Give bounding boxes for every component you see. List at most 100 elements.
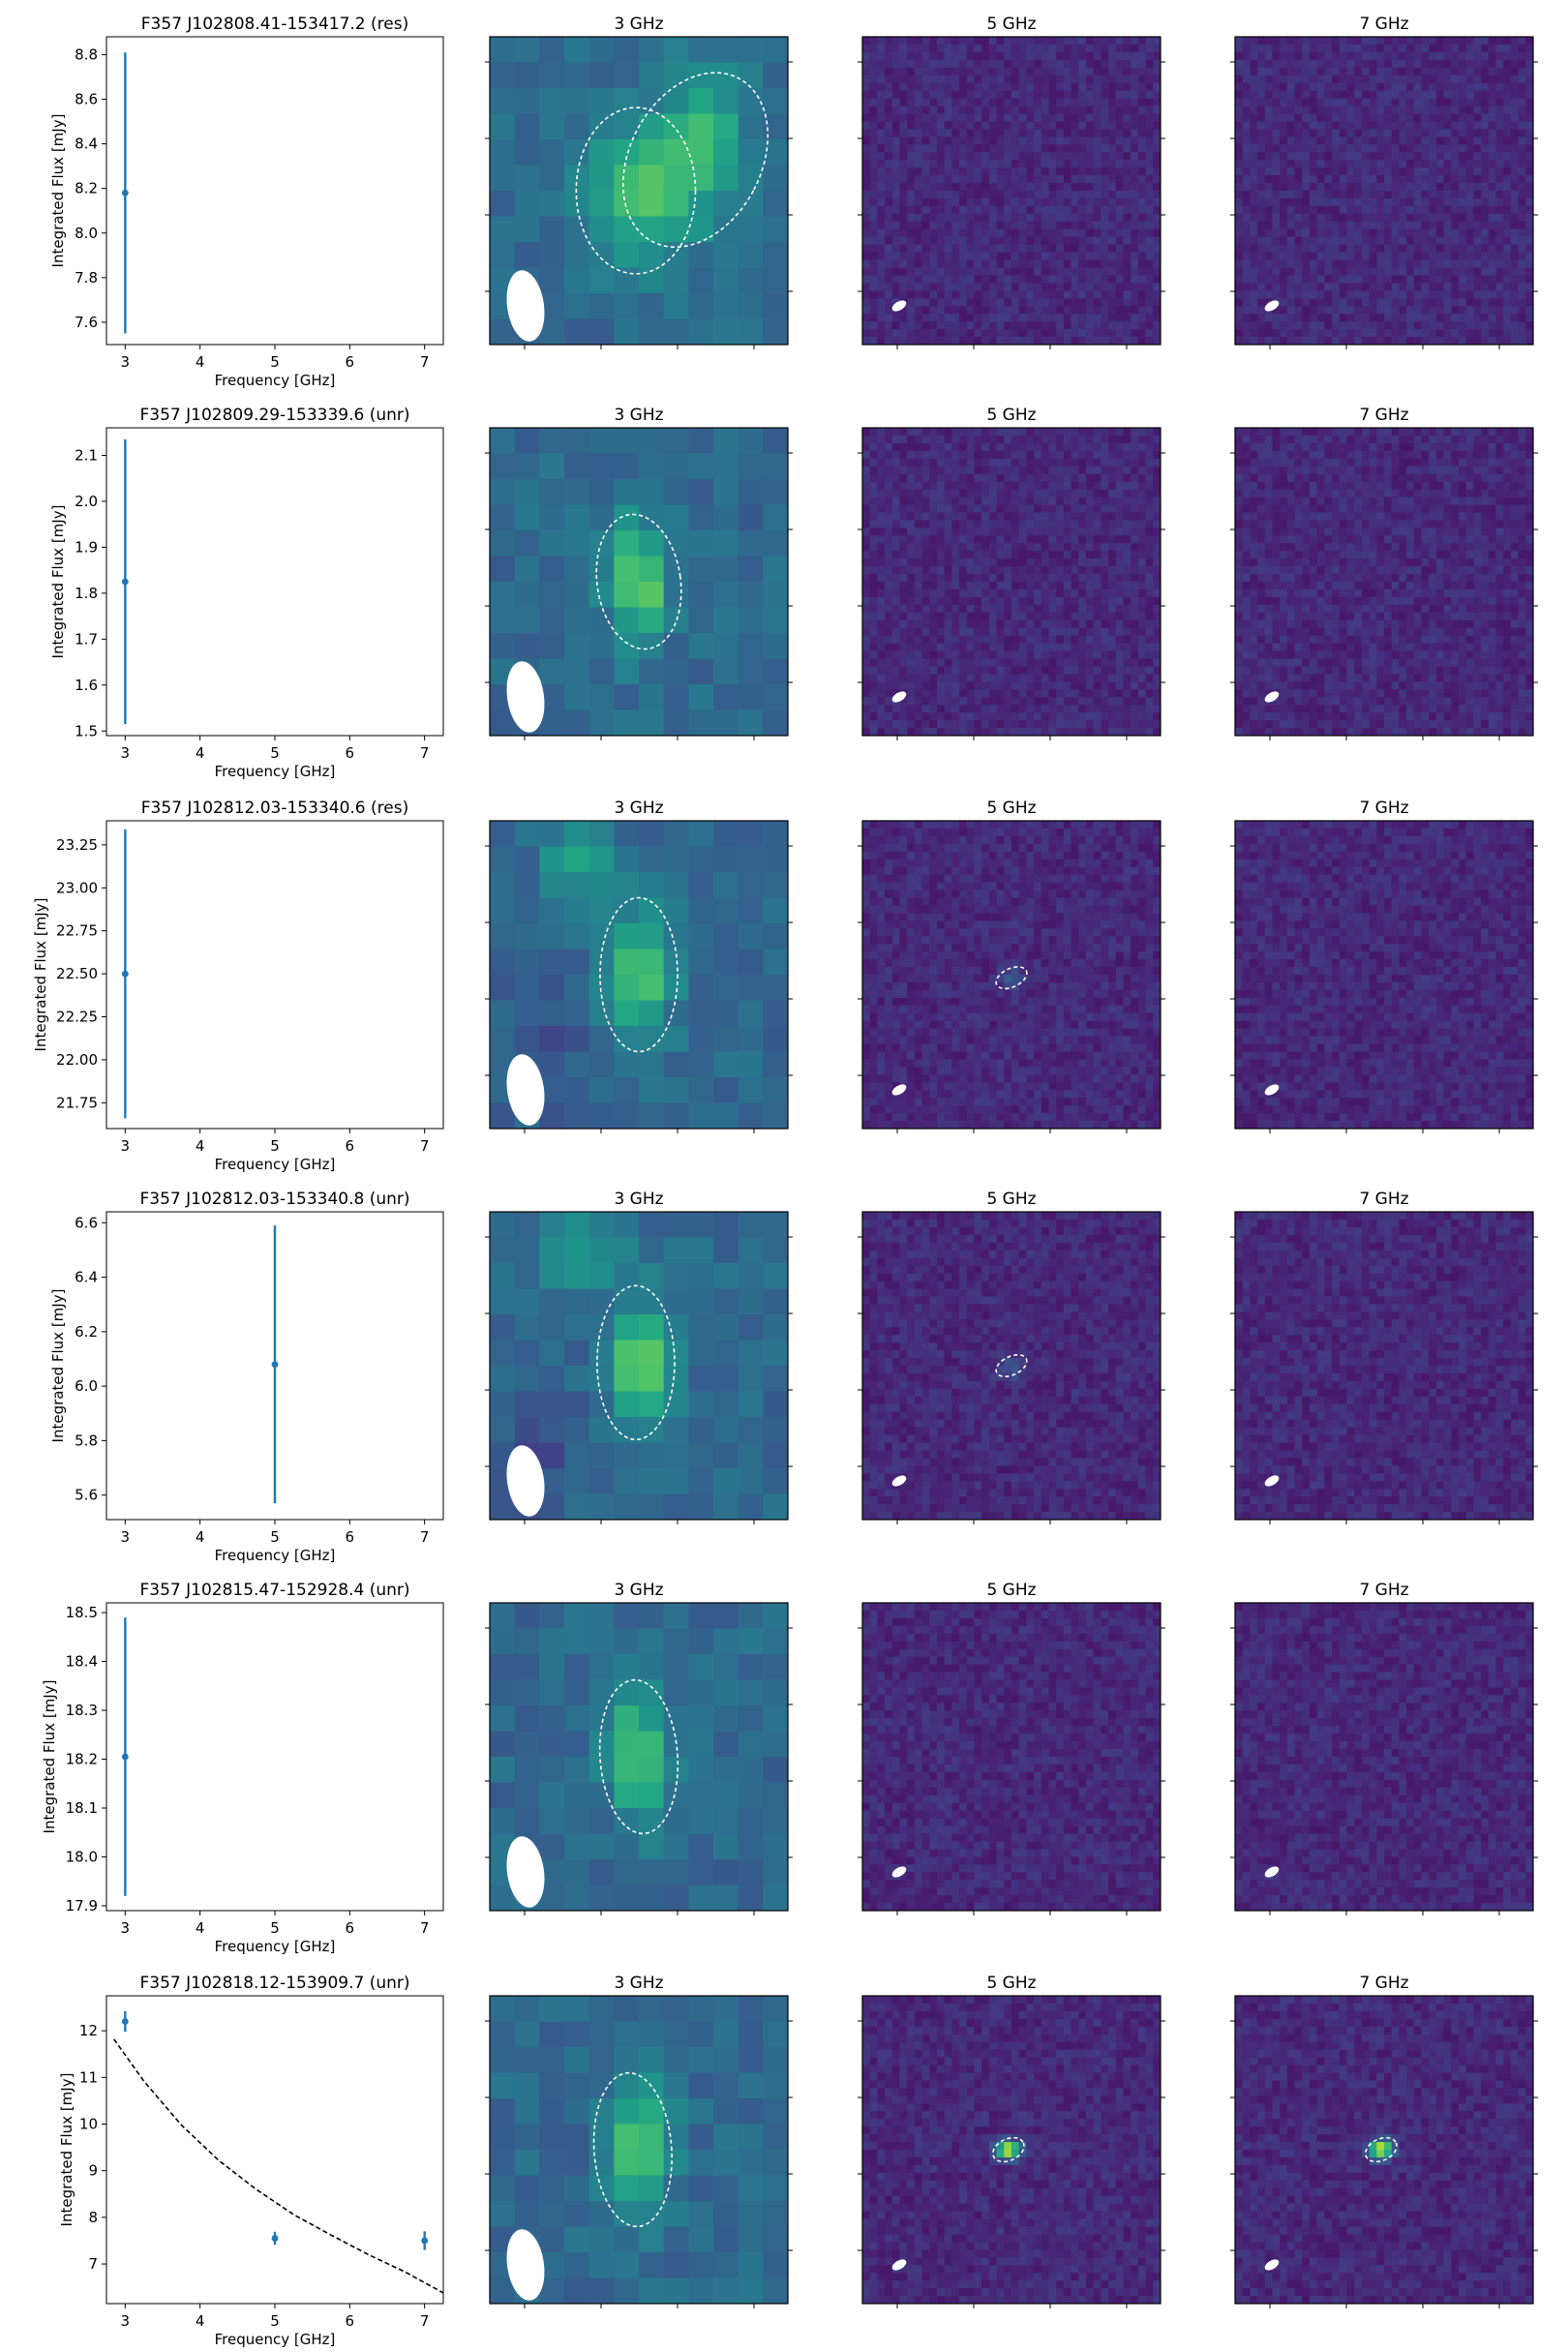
pixel [1264, 136, 1273, 145]
pixel [959, 643, 968, 651]
pixel [1302, 337, 1311, 345]
pixel [869, 520, 878, 528]
pixel [1376, 90, 1385, 99]
pixel [1086, 596, 1095, 606]
pixel [1250, 167, 1258, 176]
pixel [981, 160, 990, 168]
pixel [891, 619, 900, 629]
pixel [1324, 59, 1333, 69]
pixel [1040, 681, 1049, 690]
pixel [1131, 51, 1139, 61]
pixel [1235, 298, 1244, 307]
pixel [1070, 658, 1079, 667]
pixel [981, 458, 990, 467]
pixel [1048, 90, 1057, 99]
pixel [899, 650, 908, 659]
pixel [862, 612, 871, 621]
pixel [907, 473, 916, 483]
pixel [1004, 298, 1012, 307]
pixel [988, 252, 997, 260]
pixel [1093, 275, 1101, 284]
pixel [869, 267, 878, 276]
pixel [944, 44, 952, 53]
pixel [1040, 59, 1049, 69]
pixel [713, 113, 739, 140]
pixel [1018, 152, 1027, 161]
pixel [877, 51, 886, 61]
pixel [944, 306, 952, 315]
pixel [1488, 121, 1496, 130]
pixel [1264, 290, 1273, 299]
pixel [1459, 113, 1467, 122]
pixel [1040, 588, 1049, 598]
pixel [981, 428, 990, 437]
pixel [1131, 306, 1139, 315]
pixel [899, 535, 908, 544]
pixel [1465, 160, 1474, 168]
pixel [996, 558, 1005, 567]
pixel [1250, 59, 1258, 69]
pixel [1369, 236, 1377, 246]
pixel [1465, 113, 1474, 122]
pixel [929, 635, 938, 644]
pixel [1070, 298, 1079, 307]
pixel [1324, 329, 1333, 338]
pixel [1018, 191, 1027, 199]
pixel [1465, 314, 1474, 322]
pixel [1034, 512, 1042, 521]
pixel [1145, 113, 1154, 122]
pixel [988, 106, 997, 114]
pixel [929, 627, 938, 637]
pixel [1376, 144, 1385, 153]
pixel [1369, 183, 1377, 192]
pixel [1048, 252, 1057, 260]
pixel [1280, 160, 1288, 168]
pixel [929, 106, 938, 114]
pixel [1048, 98, 1057, 106]
pixel [1034, 681, 1042, 690]
pixel [564, 216, 590, 243]
pixel [1048, 582, 1057, 590]
pixel [1011, 98, 1020, 106]
pixel [981, 82, 990, 92]
pixel [1495, 160, 1504, 168]
pixel [937, 106, 946, 114]
pixel [1302, 267, 1311, 276]
pixel [937, 650, 946, 659]
pixel [1339, 236, 1347, 246]
pixel [974, 306, 982, 315]
pixel [1070, 90, 1079, 99]
pixel [1040, 183, 1049, 192]
pixel [1004, 183, 1012, 192]
pixel [1510, 236, 1519, 246]
pixel [959, 466, 968, 475]
pixel [1048, 619, 1057, 629]
pixel [1108, 160, 1117, 168]
pixel [1101, 136, 1109, 145]
pixel [959, 504, 968, 513]
pixel [1429, 152, 1437, 161]
pixel [1503, 113, 1512, 122]
pixel [1264, 221, 1273, 230]
pixel [1048, 528, 1057, 536]
pixel [1101, 175, 1109, 184]
pixel [988, 458, 997, 467]
pixel [1093, 175, 1101, 184]
pixel [1332, 106, 1341, 114]
pixel [891, 290, 900, 299]
pixel [907, 51, 916, 61]
pixel [1272, 267, 1281, 276]
y-tick-label: 7.8 [75, 269, 98, 286]
pixel [1443, 144, 1452, 153]
pixel [1250, 290, 1258, 299]
pixel [1131, 113, 1139, 122]
pixel [862, 283, 871, 291]
pixel [988, 337, 997, 345]
pixel [1115, 298, 1124, 307]
pixel [1056, 720, 1065, 729]
pixel [539, 556, 565, 583]
pixel [1131, 329, 1139, 338]
pixel [988, 435, 997, 444]
pixel [862, 121, 871, 130]
pixel [966, 37, 975, 45]
